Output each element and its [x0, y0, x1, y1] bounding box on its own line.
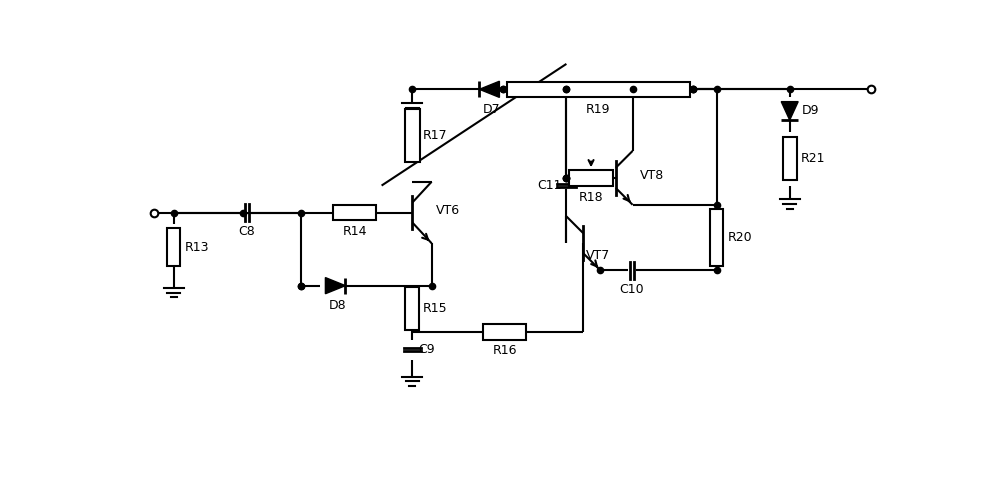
- Text: C8: C8: [238, 225, 255, 238]
- Bar: [405, 287, 419, 330]
- Text: D7: D7: [483, 103, 501, 116]
- Bar: [507, 82, 690, 97]
- Text: R15: R15: [423, 302, 448, 315]
- Bar: [167, 228, 180, 266]
- Text: C10: C10: [620, 284, 644, 296]
- Text: R21: R21: [800, 152, 825, 165]
- Text: R16: R16: [493, 344, 517, 357]
- Bar: [333, 205, 376, 220]
- Text: R20: R20: [727, 231, 752, 244]
- Text: R13: R13: [184, 241, 209, 253]
- Text: VT7: VT7: [586, 249, 610, 262]
- Text: C9: C9: [419, 343, 435, 356]
- Polygon shape: [479, 81, 499, 97]
- Bar: [569, 170, 613, 186]
- Text: R17: R17: [423, 129, 448, 142]
- Text: D8: D8: [329, 299, 347, 312]
- Text: C11: C11: [537, 179, 562, 192]
- Polygon shape: [325, 278, 345, 294]
- Text: R19: R19: [586, 103, 611, 116]
- Text: R14: R14: [342, 225, 367, 238]
- Bar: [710, 208, 723, 266]
- Bar: [405, 109, 420, 163]
- Polygon shape: [781, 102, 798, 120]
- Text: R18: R18: [579, 191, 603, 204]
- Text: VT6: VT6: [436, 204, 460, 217]
- Text: D9: D9: [802, 104, 820, 118]
- Bar: [483, 324, 526, 339]
- Bar: [783, 137, 797, 180]
- Text: VT8: VT8: [640, 169, 665, 182]
